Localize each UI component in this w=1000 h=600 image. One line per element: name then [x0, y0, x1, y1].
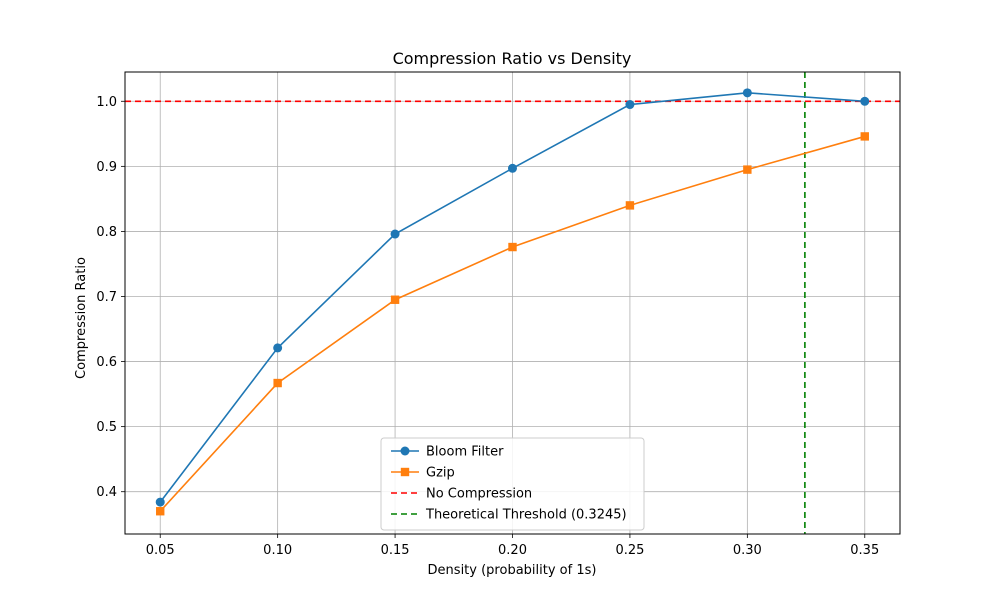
legend-label: No Compression — [426, 487, 532, 502]
reference-lines — [125, 72, 900, 534]
bloom-filter-point — [273, 343, 283, 353]
y-tick-label: 1.0 — [96, 95, 117, 110]
legend-label: Bloom Filter — [426, 445, 504, 460]
gzip-point — [390, 295, 400, 304]
bloom-filter-point — [625, 100, 635, 110]
gzip-point — [743, 165, 752, 174]
bloom-filter-point — [155, 497, 165, 507]
gzip-point — [156, 507, 165, 516]
y-tick-label: 0.6 — [96, 355, 117, 370]
legend-marker — [400, 467, 410, 477]
chart-title: Compression Ratio vs Density — [393, 49, 632, 68]
x-tick-label: 0.05 — [146, 543, 175, 558]
y-tick-label: 0.5 — [96, 420, 117, 435]
x-axis-label: Density (probability of 1s) — [428, 563, 597, 578]
x-tick-label: 0.15 — [381, 543, 410, 558]
y-tick-label: 0.7 — [96, 290, 117, 305]
x-tick-label: 0.25 — [615, 543, 644, 558]
legend-marker — [400, 446, 410, 456]
y-tick-label: 0.9 — [96, 160, 117, 175]
axis-ticks: 0.05 0.10 0.15 0.20 0.25 0.30 0.35 0.4 0.5 0.6 0.7… — [96, 95, 879, 558]
gzip-point — [273, 378, 282, 388]
gzip-point — [508, 242, 517, 252]
bloom-filter-point — [742, 88, 752, 98]
bloom-filter-point — [508, 163, 517, 173]
x-tick-label: 0.10 — [263, 543, 292, 558]
legend-label: Gzip — [426, 466, 455, 481]
legend: Bloom Filter Gzip No Compression Theoretica… — [380, 437, 645, 531]
y-axis-label: Compression Ratio — [74, 257, 89, 379]
bloom-filter-point — [390, 229, 400, 239]
x-tick-label: 0.35 — [850, 543, 879, 558]
x-tick-label: 0.30 — [733, 543, 762, 558]
legend-label: Theoretical Threshold (0.3245) — [425, 508, 627, 523]
gzip-point — [860, 132, 869, 141]
y-tick-label: 0.4 — [96, 485, 117, 500]
legend-box — [380, 437, 645, 531]
y-tick-label: 0.8 — [96, 225, 117, 240]
series-lines — [155, 88, 870, 516]
bloom-filter-point — [860, 96, 870, 106]
x-tick-label: 0.20 — [498, 543, 527, 558]
gzip-point — [625, 201, 635, 210]
